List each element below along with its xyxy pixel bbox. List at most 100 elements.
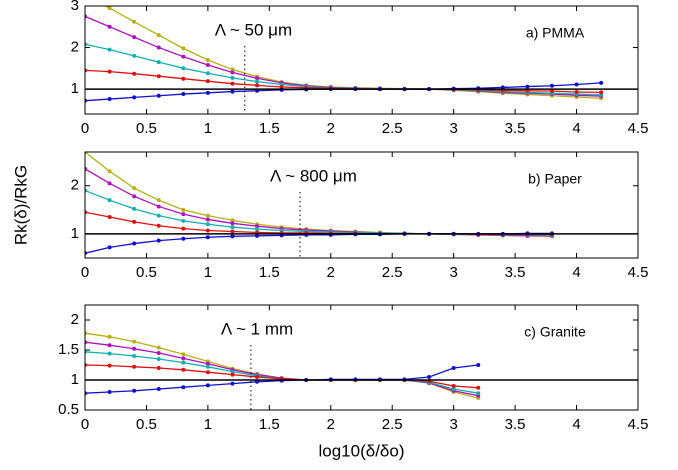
plot-area [85,331,481,400]
x-tick-label: 1.5 [259,120,280,137]
x-tick-label: 2 [327,264,335,281]
data-point [107,6,112,11]
data-point [132,194,137,199]
data-point [181,212,186,217]
data-point [230,381,235,386]
data-point [230,81,235,86]
x-tick-label: 2.5 [382,120,403,137]
data-point [205,383,210,388]
y-tick-label: 3 [71,0,79,14]
data-point [574,89,579,94]
x-tick-label: 0.5 [136,120,157,137]
data-point [107,97,112,102]
data-point [107,47,112,52]
series-line [85,351,479,394]
y-tick-label: 1 [71,225,79,242]
data-point [549,83,554,88]
data-point [230,372,235,377]
x-tick-label: 1 [204,120,212,137]
data-point [574,82,579,87]
x-tick-label: 4 [572,264,580,281]
y-tick-label: 0.5 [58,401,79,418]
data-point [107,390,112,394]
data-point [599,90,604,95]
y-axis-label: Rk(δ)/RkG [11,165,30,245]
data-point [451,387,456,391]
data-point [181,207,186,212]
x-tick-label: 2.5 [382,416,403,433]
annotation: Λ ~ 800 μm [270,166,357,185]
panel-label: a) PMMA [526,25,585,41]
data-point [181,92,186,97]
data-point [132,339,137,344]
data-point [107,334,112,339]
data-point [205,222,210,227]
data-point [181,356,186,361]
x-tick-label: 4.5 [628,120,649,137]
data-point [255,227,260,232]
x-tick-label: 0.5 [136,416,157,433]
data-point [427,375,432,379]
x-tick-label: 3 [449,120,457,137]
data-point [230,89,235,94]
data-point [599,80,604,85]
x-tick-label: 1.5 [259,416,280,433]
x-tick-label: 0 [81,416,89,433]
x-tick-label: 3.5 [505,120,526,137]
data-point [156,366,161,370]
data-point [156,45,161,50]
x-tick-label: 1.5 [259,264,280,281]
data-point [156,33,161,38]
data-point [107,69,112,74]
data-point [107,245,112,250]
data-point [205,364,210,369]
data-point [156,351,161,355]
data-point [132,19,137,24]
panel-label: b) Paper [528,171,582,187]
y-tick-label: 1 [71,371,79,388]
data-point [255,83,260,88]
data-point [230,221,235,226]
data-point [205,71,210,76]
data-point [132,364,137,369]
series-line [85,332,479,399]
x-axis-label: log10(δ/δo) [318,441,404,460]
data-point [156,357,161,361]
data-point [230,75,235,80]
data-point [156,345,161,350]
data-point [205,58,210,62]
data-point [107,198,112,203]
data-point [107,215,112,220]
data-point [107,351,112,356]
x-tick-label: 2.5 [382,264,403,281]
y-tick-label: 1 [71,80,79,97]
series-line [85,152,552,237]
data-point [156,60,161,65]
data-point [181,54,186,59]
data-point [107,343,112,348]
data-point [205,213,210,218]
data-point [181,66,186,71]
data-point [451,366,456,370]
data-point [156,74,161,79]
y-tick-label: 2 [71,177,79,194]
x-tick-label: 3.5 [505,264,526,281]
data-point [451,384,456,388]
data-point [230,67,235,72]
data-point [107,24,112,29]
y-tick-label: 2 [71,39,79,56]
data-point [525,84,530,89]
data-point [255,224,260,229]
data-point [181,360,186,365]
y-tick-label: 2 [71,311,79,328]
data-point [181,385,186,390]
data-point [132,354,137,358]
data-point [205,235,210,240]
data-point [107,363,112,368]
data-point [279,85,284,89]
data-point [156,93,161,98]
x-tick-label: 4.5 [628,264,649,281]
data-point [156,387,161,391]
data-point [205,90,210,95]
data-point [107,181,112,186]
